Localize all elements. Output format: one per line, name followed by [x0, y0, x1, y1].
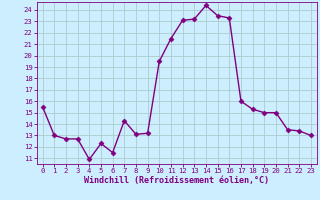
X-axis label: Windchill (Refroidissement éolien,°C): Windchill (Refroidissement éolien,°C) [84, 176, 269, 185]
